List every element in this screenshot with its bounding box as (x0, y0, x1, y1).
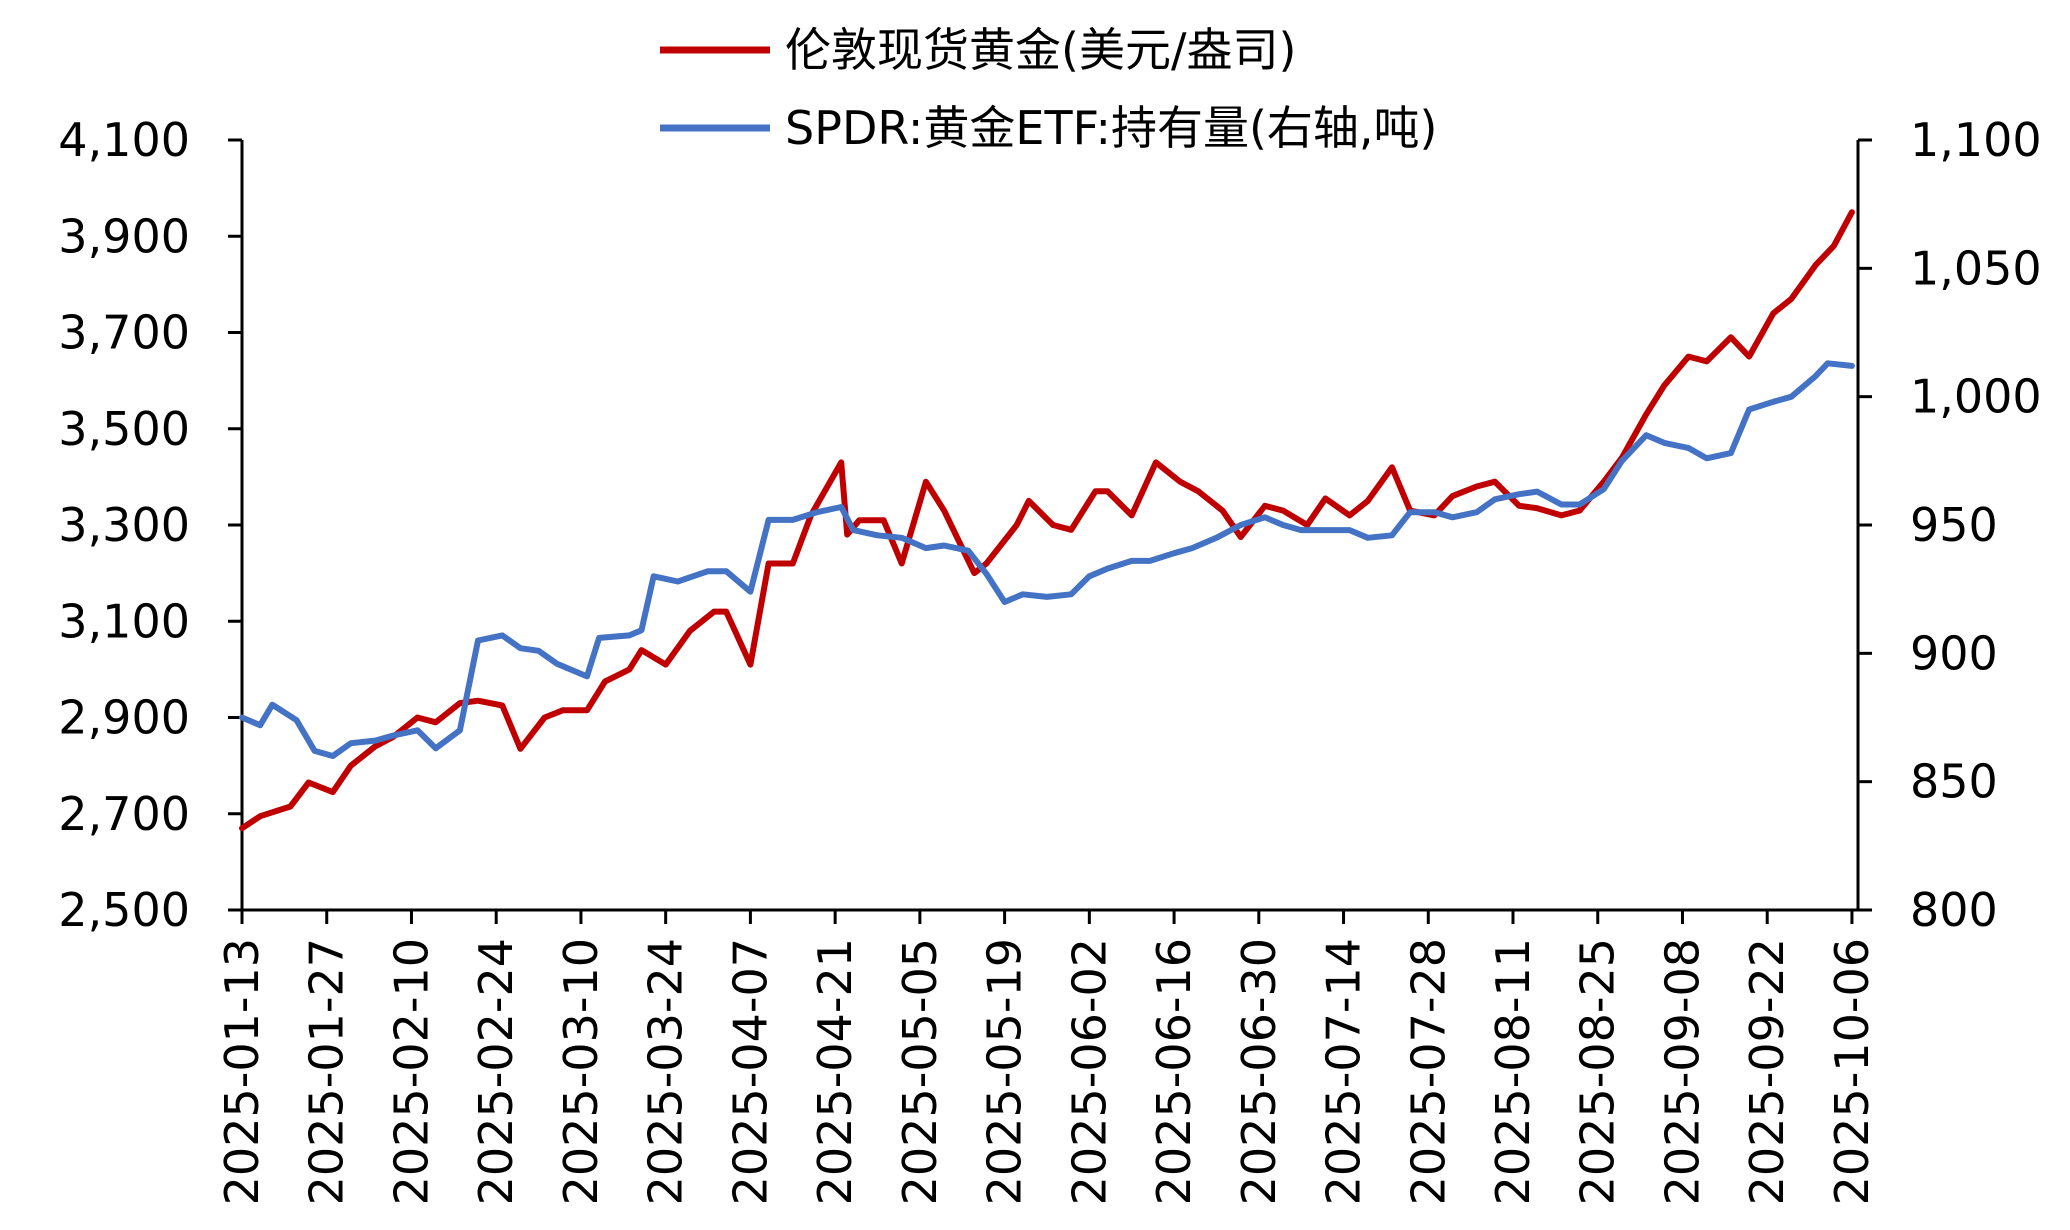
x-tick-label: 2025-04-07 (723, 938, 777, 1205)
x-tick-label: 2025-07-14 (1317, 938, 1371, 1205)
left-y-tick-label: 3,100 (58, 594, 190, 648)
x-tick-label: 2025-02-10 (384, 938, 438, 1205)
x-tick-label: 2025-08-11 (1486, 938, 1540, 1205)
left-y-tick-label: 3,700 (58, 306, 190, 360)
x-tick-label: 2025-10-06 (1825, 938, 1879, 1205)
x-tick-label: 2025-08-25 (1571, 938, 1625, 1205)
x-tick-label: 2025-09-08 (1655, 938, 1709, 1205)
x-tick-label: 2025-05-19 (978, 938, 1032, 1205)
series-line-spdr-holdings (239, 360, 1855, 759)
left-y-tick-label: 2,900 (58, 691, 190, 745)
right-y-tick-label: 1,000 (1910, 370, 2042, 424)
left-y-tick-label: 3,500 (58, 402, 190, 456)
left-y-tick-label: 2,700 (58, 787, 190, 841)
left-y-tick-label: 3,300 (58, 498, 190, 552)
x-tick-label: 2025-01-27 (300, 938, 354, 1205)
legend-label-spdr-holdings: SPDR:黄金ETF:持有量(右轴,吨) (785, 101, 1437, 155)
x-tick-label: 2025-05-05 (893, 938, 947, 1205)
right-y-tick-label: 800 (1910, 883, 1998, 937)
legend-label-gold-price: 伦敦现货黄金(美元/盎司) (785, 23, 1296, 77)
x-tick-label: 2025-03-24 (639, 938, 693, 1205)
x-tick-label: 2025-03-10 (554, 938, 608, 1205)
x-tick-label: 2025-01-13 (215, 938, 269, 1205)
right-y-tick-label: 950 (1910, 498, 1998, 552)
left-y-tick-label: 3,900 (58, 209, 190, 263)
x-ticks: 2025-01-13 2025-01-27 2025-02-10 2025-02-24… (215, 910, 1879, 1205)
left-y-tick-label: 4,100 (58, 113, 190, 167)
x-tick-label: 2025-06-30 (1232, 938, 1286, 1205)
x-tick-label: 2025-04-21 (808, 938, 862, 1205)
x-tick-label: 2025-09-22 (1740, 938, 1794, 1205)
series-layer (239, 209, 1855, 832)
left-y-ticks: 2,500 2,700 2,900 3,100 3,300 3,500 3,700 3,900… (58, 113, 242, 937)
x-tick-label: 2025-06-02 (1062, 938, 1116, 1205)
legend: 伦敦现货黄金(美元/盎司) SPDR:黄金ETF:持有量(右轴,吨) (660, 23, 1437, 155)
right-y-ticks: 800 850 900 950 1,000 1,050 1,100 (1858, 113, 2042, 937)
x-tick-label: 2025-07-28 (1401, 938, 1455, 1205)
x-tick-label: 2025-06-16 (1147, 938, 1201, 1205)
right-y-tick-label: 1,100 (1910, 113, 2042, 167)
right-y-tick-label: 900 (1910, 626, 1998, 680)
x-tick-label: 2025-02-24 (469, 938, 523, 1205)
right-y-tick-label: 1,050 (1910, 241, 2042, 295)
series-line-gold-price (239, 209, 1855, 832)
left-y-tick-label: 2,500 (58, 883, 190, 937)
right-y-tick-label: 850 (1910, 755, 1998, 809)
